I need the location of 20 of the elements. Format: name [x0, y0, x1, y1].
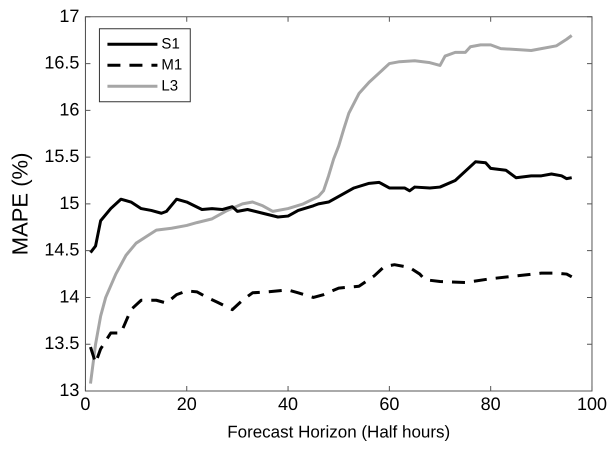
y-tick-label: 13 — [59, 380, 80, 400]
y-tick-label: 14.5 — [44, 240, 80, 260]
y-tick-label: 16 — [59, 99, 80, 120]
x-tick-label: 100 — [576, 394, 608, 414]
legend-label: L3 — [161, 77, 178, 94]
legend-label: M1 — [161, 56, 182, 74]
x-tick-label: 40 — [278, 394, 298, 414]
y-axis-title: MAPE (%) — [7, 152, 32, 256]
y-tick-label: 17 — [59, 6, 80, 26]
y-tick-label: 16.5 — [44, 52, 80, 73]
y-tick-label: 14 — [59, 286, 80, 306]
y-tick-label: 15 — [59, 192, 80, 213]
y-tick-label: 15.5 — [44, 146, 80, 166]
x-tick-label: 0 — [80, 394, 90, 414]
x-tick-label: 20 — [176, 394, 197, 414]
x-axis-title: Forecast Horizon (Half hours) — [227, 422, 450, 442]
y-tick-label: 13.5 — [44, 333, 80, 354]
x-tick-label: 60 — [379, 394, 400, 414]
legend-label: S1 — [161, 35, 180, 52]
x-tick-label: 80 — [480, 394, 501, 414]
